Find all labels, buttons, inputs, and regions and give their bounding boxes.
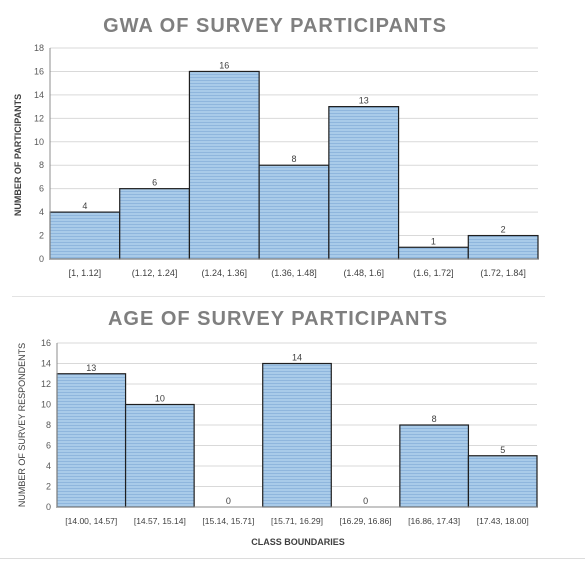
age-data-label: 13 (86, 363, 96, 373)
age-bar (56, 373, 127, 508)
gwa-bar (467, 234, 539, 260)
age-data-label: 8 (432, 414, 437, 424)
gwa-category-label: (1.72, 1.84] (480, 268, 526, 278)
age-category-label: [14.57, 15.14] (134, 516, 186, 526)
gwa-y-tick-label: 8 (39, 160, 44, 170)
gwa-bar (49, 211, 121, 260)
gwa-y-tick-label: 12 (34, 113, 44, 123)
age-y-tick-label: 4 (46, 461, 51, 471)
age-x-axis-label: CLASS BOUNDARIES (251, 537, 345, 547)
gwa-y-tick-label: 0 (39, 254, 44, 264)
age-category-label: [17.43, 18.00] (477, 516, 529, 526)
age-y-tick-label: 2 (46, 482, 51, 492)
age-y-tick-label: 0 (46, 502, 51, 512)
gwa-data-label: 4 (82, 201, 87, 211)
gwa-data-label: 2 (501, 225, 506, 235)
gwa-y-axis-label: NUMBER OF PARTICIPANTS (13, 94, 23, 216)
age-bar (467, 455, 538, 508)
gwa-data-label: 16 (219, 60, 229, 70)
age-bar (399, 424, 470, 508)
gwa-data-label: 8 (291, 154, 296, 164)
age-category-label: [16.86, 17.43] (408, 516, 460, 526)
gwa-chart-title: GWA OF SURVEY PARTICIPANTS (103, 15, 447, 37)
age-chart-title: AGE OF SURVEY PARTICIPANTS (108, 308, 448, 330)
section-divider (12, 296, 545, 297)
gwa-y-tick-label: 10 (34, 137, 44, 147)
age-category-label: [15.71, 16.29] (271, 516, 323, 526)
age-y-tick-label: 6 (46, 441, 51, 451)
age-category-label: [14.00, 14.57] (65, 516, 117, 526)
gwa-y-tick-label: 16 (34, 66, 44, 76)
gwa-y-tick-label: 6 (39, 184, 44, 194)
gwa-y-tick-label: 4 (39, 207, 44, 217)
age-y-tick-label: 14 (41, 359, 51, 369)
age-category-label: [16.29, 16.86] (340, 516, 392, 526)
age-bar (262, 362, 332, 508)
gwa-bar (188, 70, 260, 260)
age-data-label: 14 (292, 353, 302, 363)
gwa-chart: GWA OF SURVEY PARTICIPANTS NUMBER OF PAR… (13, 15, 539, 278)
gwa-bar (397, 246, 469, 260)
gwa-category-label: (1.6, 1.72] (413, 268, 454, 278)
age-y-tick-label: 10 (41, 400, 51, 410)
footer-divider (0, 558, 585, 559)
age-data-label: 0 (226, 496, 231, 506)
gwa-y-tick-label: 2 (39, 231, 44, 241)
gwa-bar (258, 164, 330, 260)
age-y-tick-label: 16 (41, 338, 51, 348)
age-data-label: 0 (363, 496, 368, 506)
age-y-tick-label: 12 (41, 379, 51, 389)
gwa-data-label: 6 (152, 178, 157, 188)
age-y-axis-label: NUMBER OF SURVEY RESPONDENTS (17, 343, 27, 507)
gwa-y-tick-label: 14 (34, 90, 44, 100)
gwa-category-label: (1.48, 1.6] (343, 268, 384, 278)
age-category-label: [15.14, 15.71] (202, 516, 254, 526)
age-bar (124, 403, 195, 508)
gwa-bar (119, 188, 191, 260)
age-data-label: 5 (500, 445, 505, 455)
gwa-data-label: 13 (359, 96, 369, 106)
age-y-tick-label: 8 (46, 420, 51, 430)
gwa-bar (328, 106, 400, 260)
gwa-category-label: (1.36, 1.48] (271, 268, 317, 278)
age-data-label: 10 (155, 394, 165, 404)
gwa-y-tick-label: 18 (34, 43, 44, 53)
gwa-category-label: (1.12, 1.24] (132, 268, 178, 278)
gwa-data-label: 1 (431, 236, 436, 246)
age-chart: AGE OF SURVEY PARTICIPANTS NUMBER OF SUR… (17, 308, 538, 547)
gwa-category-label: (1.24, 1.36] (202, 268, 248, 278)
gwa-category-label: [1, 1.12] (69, 268, 102, 278)
